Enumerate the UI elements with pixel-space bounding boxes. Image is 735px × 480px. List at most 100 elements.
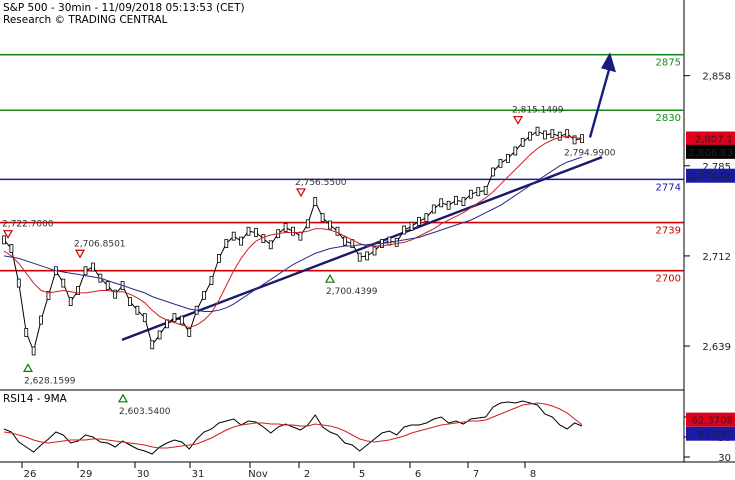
rsi-value-label: 62.3708 [692,416,733,427]
candle [557,131,562,141]
level-label-2700: 2700 [656,274,681,285]
x-tick-label: 26 [24,469,37,480]
candle [498,158,503,168]
candle [46,291,51,300]
level-label-2875: 2875 [656,58,681,69]
candle [150,340,155,350]
candle [572,135,577,145]
rsi-value-bg [686,412,735,427]
x-tick-label: 2 [304,469,310,480]
annotation-label: 2,756.5500 [295,178,347,188]
chart-source: Research © TRADING CENTRAL [3,14,168,26]
candle [157,330,162,340]
candle [105,281,110,290]
candle [128,297,132,306]
candle [550,129,555,139]
candle [513,146,518,156]
candle [291,226,295,236]
annotations: 2,722.7000 2,706.8501 2,628.1599 2,603.5400… [2,106,616,417]
candle [16,278,21,288]
level-label-2739: 2739 [656,226,681,237]
y-tick-label: 2,785 [702,162,731,173]
x-tick-label: Nov [248,469,268,480]
target-arrow-shaft [588,65,612,138]
candle [172,313,177,323]
candle [305,219,310,229]
price-label: 2,806.83 [688,148,733,159]
x-tick-label: 8 [530,469,536,480]
candle [165,319,169,329]
x-tick-label: 30 [137,469,150,480]
candle [439,198,444,208]
candle [298,231,303,241]
candle [261,234,266,244]
annotation-label: 2,700.4399 [326,287,378,297]
candle [409,221,414,231]
low-marker [324,273,336,283]
candle [446,200,451,210]
annotation-label: 2,794.9900 [564,148,616,158]
candle [424,213,429,223]
candle [224,239,229,248]
y-tick-label: 2,712 [702,252,731,263]
candle [142,313,147,323]
rsi-value-label: 61.287 [698,430,733,441]
x-axis: 26 29 30 31 Nov 2 5 6 7 8 [21,462,536,480]
series-ma-blue [3,156,583,312]
x-tick-label: 29 [80,469,93,480]
candle [454,195,458,205]
candle [417,216,421,226]
candle [231,231,236,241]
high-marker [295,188,307,198]
candle [268,240,273,250]
candle [468,189,473,199]
high-marker [74,249,86,259]
price-series [2,126,584,356]
candle [61,278,66,288]
candle [394,237,399,247]
candle [342,236,347,246]
x-tick-label: 5 [359,469,365,480]
low-marker [22,363,34,373]
candle [83,266,88,276]
candle [246,226,251,236]
rsi-tick-label: 30 [718,453,731,464]
candle [365,251,370,261]
candle [543,130,547,140]
candle [209,276,214,286]
price-label: 2,776.96 [688,172,733,183]
candle [505,153,510,163]
candle [335,226,340,236]
price-label-bg [686,144,735,159]
low-marker [117,393,129,403]
target-arrow-group [588,52,616,138]
candle [328,220,332,230]
candle [202,291,206,300]
series-ma-red [3,135,583,329]
candle [2,235,6,245]
rsi-series-rsi-ma [3,402,583,449]
annotation-label: 2,603.5400 [119,407,171,417]
level-label-2774: 2774 [656,182,681,193]
rsi-series-rsi [3,400,583,455]
candle [491,167,495,177]
x-tick-label: 6 [415,469,421,480]
candle [39,315,43,325]
y-tick-label: 2,639 [702,342,731,353]
candle [313,197,318,206]
y-tick-label: 2,858 [702,72,731,83]
candle [254,228,258,237]
candle [528,131,533,141]
annotation-label: 2,722.7000 [2,220,54,230]
candle [520,137,525,147]
candle [239,236,244,246]
candle [76,286,81,295]
price-label-bg [686,131,735,146]
candle [135,305,140,315]
candle [387,236,392,246]
candle [461,197,466,206]
level-lines: 2875 2830 2774 2739 2700 [0,53,684,285]
rsi-title: RSI14 - 9MA [3,393,68,405]
